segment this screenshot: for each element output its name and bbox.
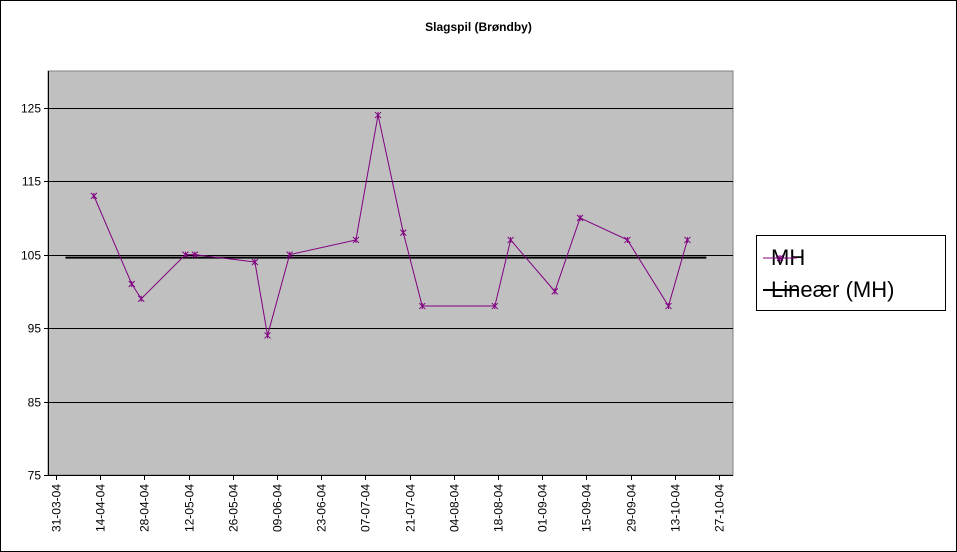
x-tick-label: 29-09-04	[625, 484, 639, 532]
y-tick-label: 95	[28, 322, 42, 336]
data-point	[507, 236, 514, 244]
data-point	[264, 332, 271, 339]
data-point	[191, 251, 199, 258]
x-tick-label: 28-04-04	[138, 484, 152, 532]
legend: MH Lineær (MH)	[756, 235, 946, 311]
x-tick-label: 01-09-04	[536, 484, 550, 532]
y-tick-label: 85	[28, 396, 42, 410]
x-tick-label: 12-05-04	[183, 484, 197, 532]
data-point	[491, 302, 499, 310]
data-point	[624, 236, 631, 244]
x-tick-label: 07-07-04	[359, 484, 373, 532]
data-point	[251, 258, 259, 266]
x-tick-label: 09-06-04	[271, 484, 285, 532]
chart-title: Slagspil (Brøndby)	[425, 20, 532, 34]
x-tick-label: 31-03-04	[50, 484, 64, 532]
data-point	[418, 302, 426, 310]
legend-marker-mh	[763, 254, 797, 262]
data-point	[551, 288, 559, 295]
data-point	[576, 214, 584, 222]
x-tick-label: 18-08-04	[492, 484, 506, 532]
data-point	[182, 251, 189, 258]
legend-marker-trend	[763, 289, 797, 291]
data-point	[128, 280, 136, 288]
y-tick-label: 105	[21, 249, 41, 263]
x-tick-label: 15-09-04	[580, 484, 594, 532]
data-point	[352, 236, 360, 244]
x-tick-label: 26-05-04	[227, 484, 241, 532]
data-point	[684, 236, 691, 244]
x-tick-label: 13-10-04	[669, 484, 683, 532]
legend-item-mh: MH	[763, 243, 805, 273]
x-tick-label: 21-07-04	[404, 484, 418, 532]
x-tick-label: 23-06-04	[315, 484, 329, 532]
data-point	[90, 192, 98, 200]
data-point	[286, 251, 293, 258]
x-tick-label: 14-04-04	[94, 484, 108, 532]
data-point	[399, 229, 407, 236]
plot-area	[47, 70, 734, 476]
y-tick-label: 75	[28, 469, 42, 483]
data-point	[137, 295, 145, 303]
legend-item-trend: Lineær (MH)	[763, 275, 894, 305]
x-tick-label: 27-10-04	[713, 484, 727, 532]
y-tick-label: 125	[21, 102, 41, 116]
y-tick-label: 115	[22, 175, 41, 189]
data-point	[665, 302, 672, 310]
x-tick-label: 04-08-04	[448, 484, 462, 532]
data-point	[374, 111, 382, 119]
